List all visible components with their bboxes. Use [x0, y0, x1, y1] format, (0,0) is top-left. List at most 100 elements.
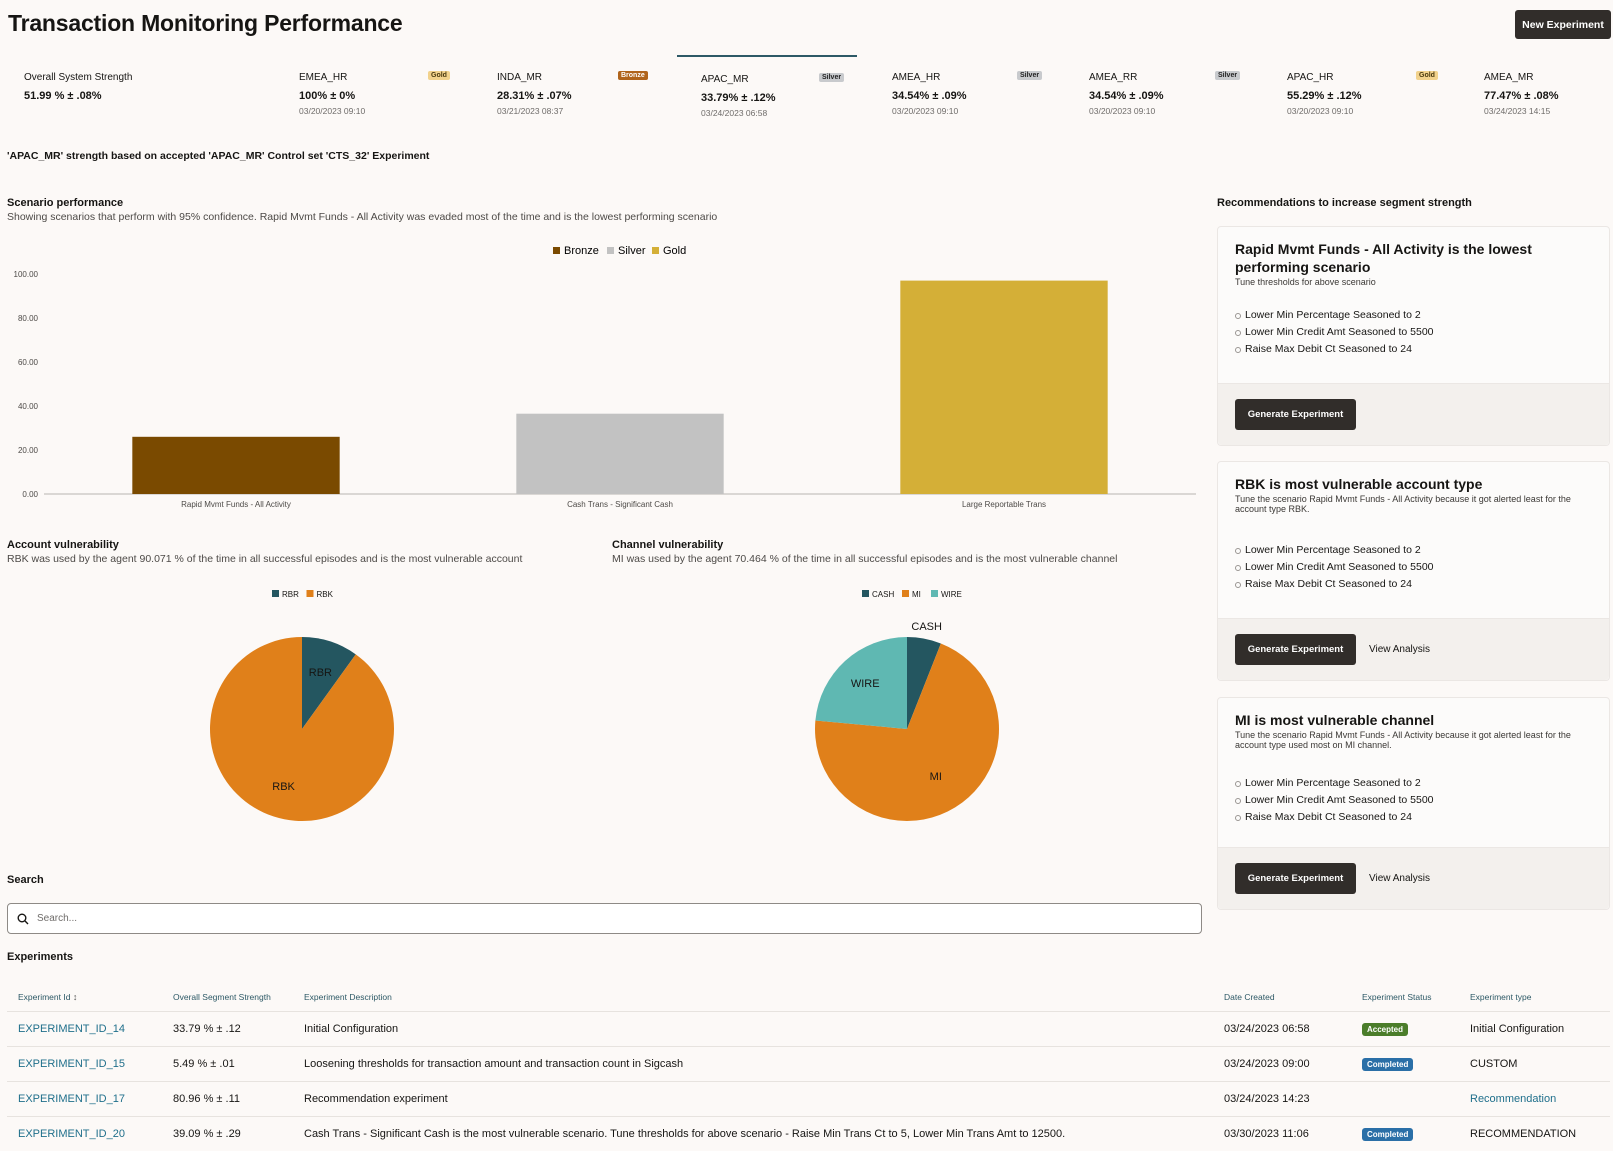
x-tick-label: Cash Trans - Significant Cash: [567, 500, 673, 509]
tab-date: 03/20/2023 09:10: [299, 106, 366, 116]
legend-label: RBK: [317, 590, 334, 599]
tab-value: 28.31% ± .07%: [497, 90, 572, 102]
tab-value: 100% ± 0%: [299, 90, 356, 102]
new-experiment-button[interactable]: New Experiment: [1515, 10, 1611, 39]
tab-name: EMEA_HR: [299, 72, 348, 83]
segment-strength: 80.96 % ± .11: [162, 1081, 293, 1117]
list-item: Lower Min Percentage Seasoned to 2: [1235, 307, 1609, 324]
recommendations-title: Recommendations to increase segment stre…: [1217, 197, 1472, 209]
card-recommendation-list: Lower Min Percentage Seasoned to 2 Lower…: [1218, 775, 1609, 826]
pie-slice-wire: [815, 637, 907, 729]
y-tick-label: 0.00: [22, 490, 38, 499]
legend-swatch-silver: [607, 247, 614, 254]
col-experiment-id[interactable]: Experiment Id ↕: [7, 983, 162, 1012]
pie-slice-rbr: [302, 637, 356, 729]
experiment-type-link[interactable]: Recommendation: [1459, 1081, 1610, 1117]
table-row[interactable]: EXPERIMENT_ID_15 5.49 % ± .01 Loosening …: [7, 1046, 1610, 1082]
experiment-type: Initial Configuration: [1459, 1011, 1610, 1047]
tab-amea-hr[interactable]: AMEA_HR 34.54% ± .09% 03/20/2023 09:10 S…: [868, 55, 1048, 123]
legend-label: RBR: [282, 590, 299, 599]
account-legend: RBR RBK: [272, 590, 334, 599]
table-row[interactable]: EXPERIMENT_ID_17 80.96 % ± .11 Recommend…: [7, 1081, 1610, 1117]
experiment-id-link[interactable]: EXPERIMENT_ID_17: [7, 1081, 162, 1117]
pie-label: MI: [930, 771, 942, 783]
tab-value: 55.29% ± .12%: [1287, 90, 1362, 102]
col-overall-segment-strength[interactable]: Overall Segment Strength: [162, 983, 293, 1012]
tier-badge: Gold: [428, 71, 450, 80]
tab-amea-mr[interactable]: AMEA_MR 77.47% ± .08% 03/24/2023 14:15: [1460, 55, 1610, 123]
date-created: 03/24/2023 09:00: [1213, 1046, 1351, 1082]
card-subtitle: Tune thresholds for above scenario: [1235, 277, 1376, 287]
y-tick-label: 40.00: [18, 402, 39, 411]
col-experiment-type[interactable]: Experiment type: [1459, 983, 1610, 1012]
account-slices: RBR RBK: [209, 637, 394, 821]
col-experiment-status[interactable]: Experiment Status: [1351, 983, 1459, 1012]
status-badge: Completed: [1362, 1057, 1414, 1071]
pie-label: CASH: [911, 621, 942, 633]
generate-experiment-button[interactable]: Generate Experiment: [1235, 863, 1356, 894]
experiment-description: Initial Configuration: [293, 1011, 1213, 1047]
tab-apac-hr[interactable]: APAC_HR 55.29% ± .12% 03/20/2023 09:10 G…: [1263, 55, 1443, 123]
table-row[interactable]: EXPERIMENT_ID_20 39.09 % ± .29 Cash Tran…: [7, 1116, 1610, 1151]
experiment-id-link[interactable]: EXPERIMENT_ID_14: [7, 1011, 162, 1047]
list-item: Raise Max Debit Ct Seasoned to 24: [1235, 576, 1609, 593]
generate-experiment-button[interactable]: Generate Experiment: [1235, 399, 1356, 430]
tab-name: AMEA_HR: [892, 72, 941, 83]
search-label: Search: [7, 874, 44, 886]
tab-inda-mr[interactable]: INDA_MR 28.31% ± .07% 03/21/2023 08:37 B…: [473, 55, 653, 123]
view-analysis-link[interactable]: View Analysis: [1369, 644, 1430, 655]
experiments-title: Experiments: [7, 951, 74, 963]
page-title: Transaction Monitoring Performance: [8, 10, 403, 36]
legend-label: WIRE: [941, 590, 962, 599]
legend-label-silver: Silver: [618, 245, 646, 257]
view-analysis-link[interactable]: View Analysis: [1369, 873, 1430, 884]
legend-swatch: [902, 590, 909, 597]
list-item: Raise Max Debit Ct Seasoned to 24: [1235, 341, 1609, 358]
experiment-type: RECOMMENDATION: [1459, 1116, 1610, 1151]
list-item: Lower Min Credit Amt Seasoned to 5500: [1235, 559, 1609, 576]
date-created: 03/24/2023 06:58: [1213, 1011, 1351, 1047]
sort-icon[interactable]: ↕: [72, 991, 78, 1002]
experiment-description: Cash Trans - Significant Cash is the mos…: [293, 1116, 1213, 1151]
legend-swatch: [931, 590, 938, 597]
col-date-created[interactable]: Date Created: [1213, 983, 1351, 1012]
tab-name: AMEA_MR: [1484, 72, 1534, 83]
tab-date: 03/20/2023 09:10: [1089, 106, 1156, 116]
tab-apac-mr[interactable]: APAC_MR 33.79% ± .12% 03/24/2023 06:58 S…: [677, 55, 857, 123]
legend-label-bronze: Bronze: [564, 245, 599, 257]
experiment-id-link[interactable]: EXPERIMENT_ID_20: [7, 1116, 162, 1151]
legend-swatch-bronze: [553, 247, 560, 254]
tier-badge: Bronze: [618, 71, 648, 80]
scenario-subtitle: Showing scenarios that perform with 95% …: [7, 211, 718, 223]
tier-badge: Silver: [1017, 71, 1043, 80]
channel-subtitle: MI was used by the agent 70.464 % of the…: [612, 553, 1118, 565]
segment-strength: 5.49 % ± .01: [162, 1046, 293, 1082]
search-input[interactable]: Search...: [7, 903, 1202, 934]
tab-amea-rr[interactable]: AMEA_RR 34.54% ± .09% 03/20/2023 09:10 S…: [1065, 55, 1245, 123]
experiment-id-link[interactable]: EXPERIMENT_ID_15: [7, 1046, 162, 1082]
y-tick-labels: 0.00 20.00 40.00 60.00 80.00 100.00: [14, 270, 39, 499]
tab-name: AMEA_RR: [1089, 72, 1138, 83]
pie-label: RBR: [309, 667, 332, 679]
y-tick-label: 100.00: [14, 270, 39, 279]
card-subtitle: Tune the scenario Rapid Mvmt Funds - All…: [1235, 730, 1571, 750]
tab-emea-hr[interactable]: EMEA_HR 100% ± 0% 03/20/2023 09:10 Gold: [275, 55, 455, 123]
x-tick-label: Rapid Mvmt Funds - All Activity: [181, 500, 291, 509]
recommendation-card-channel: MI is most vulnerable channel Tune the s…: [1217, 697, 1610, 910]
col-experiment-description[interactable]: Experiment Description: [293, 983, 1213, 1012]
pie-label: WIRE: [851, 678, 880, 690]
tab-overall-system-strength[interactable]: Overall System Strength 51.99 % ± .08%: [0, 55, 180, 123]
tier-badge: Silver: [819, 73, 845, 82]
tab-value: 51.99 % ± .08%: [24, 90, 102, 102]
generate-experiment-button[interactable]: Generate Experiment: [1235, 634, 1356, 665]
card-title: MI is most vulnerable channel: [1235, 712, 1435, 728]
pie-slice-cash: [907, 637, 941, 729]
search-placeholder: Search...: [37, 913, 78, 924]
account-title: Account vulnerability: [7, 539, 119, 551]
experiments-table: Experiment Id ↕ Overall Segment Strength…: [7, 983, 1610, 1151]
tab-date: 03/20/2023 09:10: [892, 106, 959, 116]
tab-name: APAC_MR: [701, 74, 749, 85]
list-item: Lower Min Credit Amt Seasoned to 5500: [1235, 792, 1609, 809]
table-row[interactable]: EXPERIMENT_ID_14 33.79 % ± .12 Initial C…: [7, 1011, 1610, 1047]
legend-swatch: [306, 590, 314, 597]
